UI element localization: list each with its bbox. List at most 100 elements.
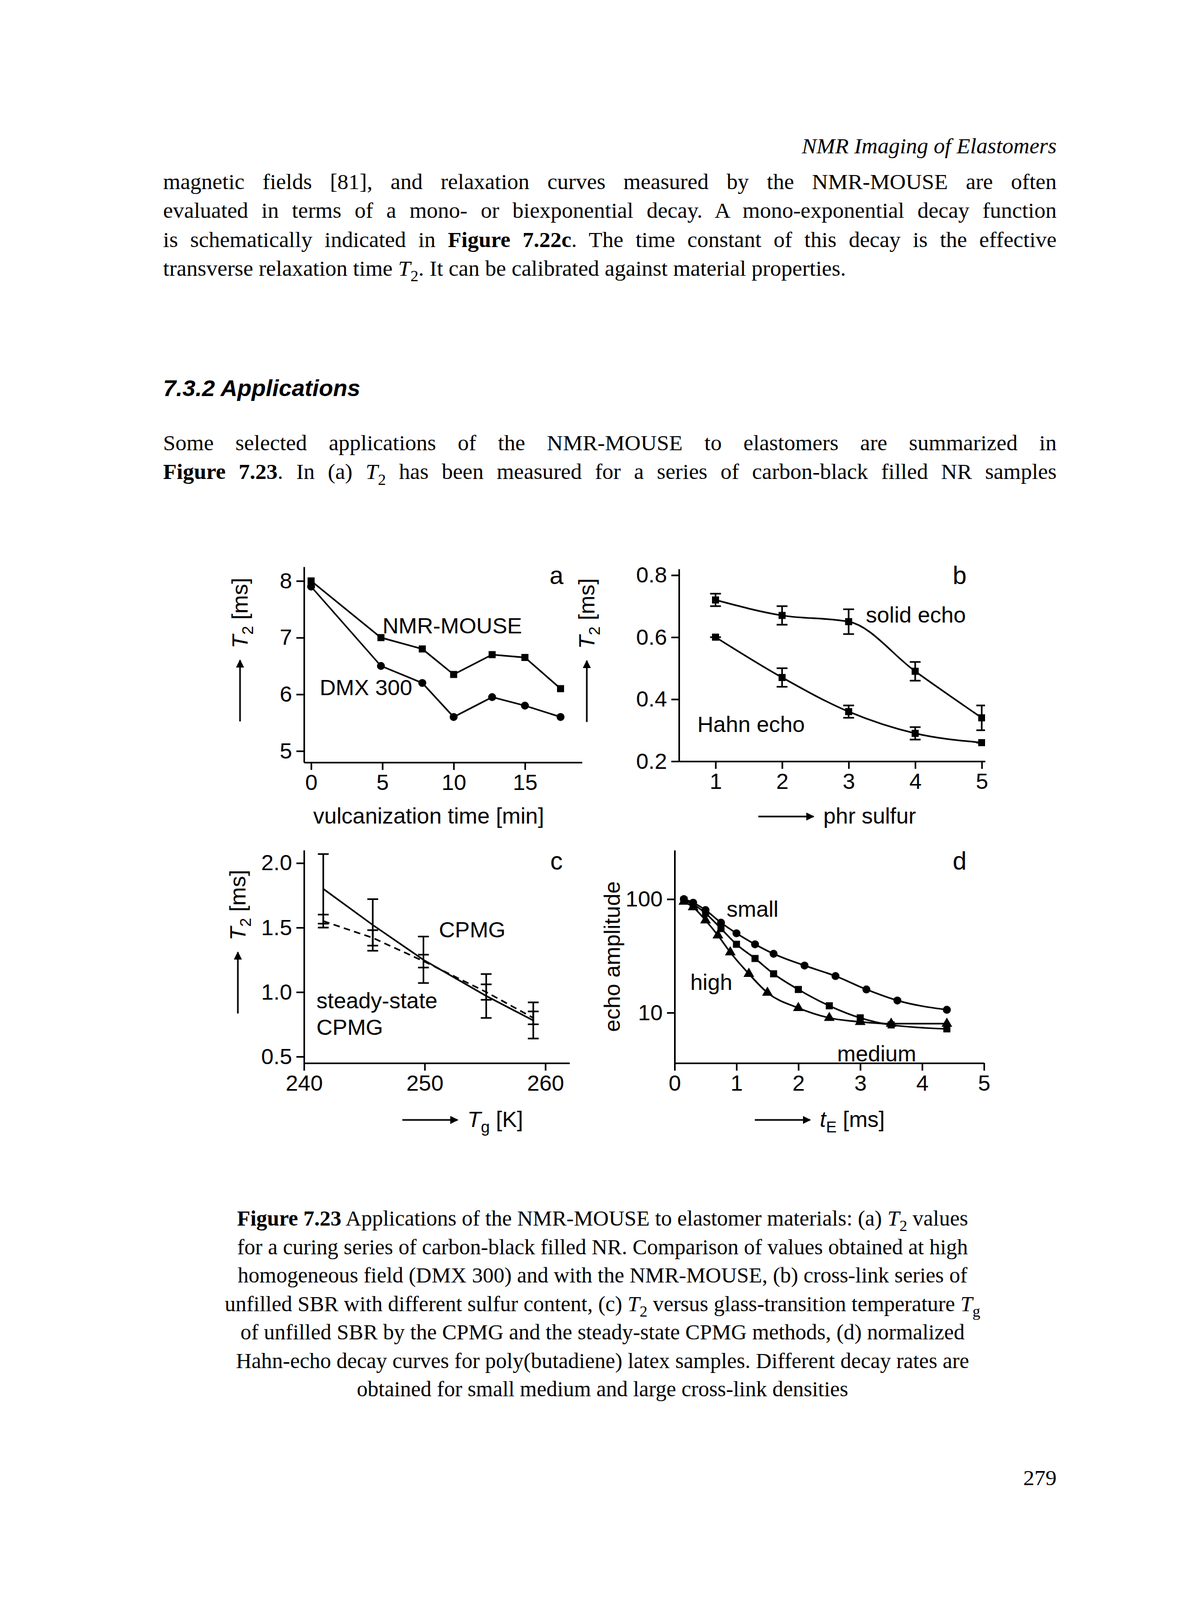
text-run: phr sulfur bbox=[823, 803, 917, 829]
paragraph-line: evaluated in terms of a mono- or biexpon… bbox=[163, 197, 1057, 223]
caption-line: for a curing series of carbon-black fill… bbox=[237, 1234, 969, 1260]
x-axis-tick: 5 bbox=[978, 1063, 991, 1096]
text-run: CPMG bbox=[316, 1014, 384, 1040]
y-axis-tick-label: 0.4 bbox=[636, 686, 668, 712]
error-bar bbox=[776, 668, 788, 687]
x-axis: 051015 bbox=[304, 762, 583, 795]
data-point bbox=[750, 940, 760, 949]
x-axis-tick-mark bbox=[544, 1063, 547, 1071]
x-axis-tick: 15 bbox=[512, 762, 538, 795]
chart: 01234510100smallmediumhighdtE [ms]echo a… bbox=[599, 846, 991, 1136]
x-axis-tick-mark bbox=[524, 762, 527, 770]
x-axis-tick: 5 bbox=[376, 762, 390, 795]
y-axis-tick-mark bbox=[296, 693, 304, 696]
x-axis: 012345 bbox=[668, 1063, 991, 1096]
y-axis-tick-label: 0.6 bbox=[636, 624, 668, 650]
text-run: for a curing series of carbon-black fill… bbox=[237, 1234, 969, 1260]
chart: 123450.20.40.60.8solid echoHahn echobphr… bbox=[574, 561, 989, 829]
x-axis-tick-label: 5 bbox=[978, 1070, 991, 1096]
y-axis-tick-mark bbox=[671, 574, 679, 576]
text-run: T bbox=[467, 1106, 483, 1132]
text-run: NMR Imaging of Elastomers bbox=[801, 133, 1057, 159]
y-axis-tick-mark bbox=[296, 1056, 304, 1058]
y-axis-tick-label: 6 bbox=[279, 681, 293, 707]
x-axis-tick-label: 1 bbox=[730, 1070, 743, 1096]
data-point bbox=[792, 1001, 804, 1012]
x-axis-line bbox=[675, 1062, 985, 1065]
data-point bbox=[521, 653, 529, 662]
data-point bbox=[911, 667, 919, 675]
x-axis-tick-label: 250 bbox=[406, 1070, 444, 1096]
y-axis-tick-label: 10 bbox=[637, 1000, 663, 1026]
caption-line: obtained for small medium and large cros… bbox=[357, 1376, 849, 1402]
text-run: has been measured for a series of carbon… bbox=[385, 458, 1057, 484]
chart: 2402502600.51.01.52.0CPMGsteady-state CP… bbox=[225, 846, 571, 1136]
data-point bbox=[769, 949, 778, 958]
text-run: echo amplitude bbox=[599, 881, 625, 1032]
error-bar bbox=[318, 914, 329, 928]
error-bar bbox=[527, 1002, 539, 1039]
y-axis-tick: 0.4 bbox=[636, 686, 679, 712]
error-bar bbox=[318, 853, 329, 924]
data-point bbox=[941, 1017, 953, 1027]
running-header: NMR Imaging of Elastomers bbox=[801, 133, 1057, 159]
x-axis: 240250260 bbox=[285, 1063, 570, 1096]
text-run: versus glass-transition temperature bbox=[647, 1291, 961, 1317]
x-axis-tick-label: 5 bbox=[975, 768, 989, 794]
y-axis-title: T2 [ms] bbox=[574, 578, 604, 649]
data-point bbox=[711, 596, 720, 604]
y-axis-tick: 10 bbox=[637, 1000, 675, 1026]
plot-data bbox=[307, 577, 565, 722]
data-point bbox=[418, 645, 426, 653]
x-axis-title: vulcanization time [min] bbox=[313, 803, 545, 829]
data-point bbox=[831, 972, 840, 981]
page-background bbox=[0, 0, 1185, 1600]
data-point bbox=[712, 929, 724, 939]
y-axis-tick-label: 8 bbox=[279, 568, 293, 594]
caption-line: unfilled SBR with different sulfur conte… bbox=[224, 1291, 981, 1320]
series-label: high bbox=[690, 969, 733, 995]
x-axis-tick: 10 bbox=[441, 762, 467, 795]
x-axis-tick-label: 3 bbox=[842, 768, 856, 794]
axis-arrow bbox=[586, 661, 588, 723]
data-point bbox=[942, 1005, 951, 1014]
x-axis-title: Tg [K] bbox=[467, 1106, 524, 1136]
caption-line: homogeneous field (DMX 300) and with the… bbox=[237, 1263, 968, 1288]
y-axis-tick: 7 bbox=[279, 624, 304, 650]
x-axis-tick: 4 bbox=[909, 761, 922, 794]
y-axis-tick-label: 1.0 bbox=[261, 979, 293, 1005]
text-run: obtained for small medium and large cros… bbox=[357, 1376, 849, 1402]
y-axis-tick: 1.0 bbox=[261, 979, 304, 1005]
series-line bbox=[311, 586, 561, 718]
error-bar bbox=[527, 1011, 539, 1025]
series-label: NMR-MOUSE bbox=[382, 613, 522, 639]
x-axis-tick: 4 bbox=[916, 1063, 929, 1096]
data-point bbox=[449, 713, 458, 722]
x-axis-title: tE [ms] bbox=[819, 1106, 885, 1136]
y-axis-tick-mark bbox=[671, 760, 679, 763]
axis-arrow bbox=[402, 1119, 458, 1122]
text-run: T bbox=[960, 1291, 975, 1317]
data-point bbox=[733, 940, 741, 948]
error-bar bbox=[367, 930, 379, 947]
text-run: magnetic fields [81], and relaxation cur… bbox=[163, 169, 1057, 194]
text-run: 2 bbox=[238, 625, 257, 635]
x-axis-line bbox=[304, 1062, 571, 1065]
x-axis-tick-mark bbox=[735, 1063, 738, 1071]
paragraph-line: transverse relaxation time T2. It can be… bbox=[163, 255, 846, 285]
y-axis-tick: 5 bbox=[279, 738, 304, 764]
data-point bbox=[824, 1011, 835, 1021]
text-run: 2 bbox=[377, 470, 386, 489]
y-axis-tick-mark bbox=[667, 898, 675, 900]
x-axis-tick-label: 10 bbox=[441, 769, 467, 795]
x-axis-tick: 3 bbox=[854, 1063, 867, 1096]
text-run: T bbox=[227, 633, 253, 649]
data-point bbox=[893, 996, 902, 1005]
data-point bbox=[911, 729, 919, 737]
text-run: Hahn-echo decay curves for poly(butadien… bbox=[235, 1348, 969, 1374]
y-axis-tick: 6 bbox=[279, 681, 304, 707]
panel-title: b bbox=[952, 561, 967, 590]
x-axis-tick: 5 bbox=[975, 761, 989, 794]
y-axis: 5 6 7 8 bbox=[279, 567, 304, 764]
y-axis-tick: 100 bbox=[625, 886, 675, 912]
